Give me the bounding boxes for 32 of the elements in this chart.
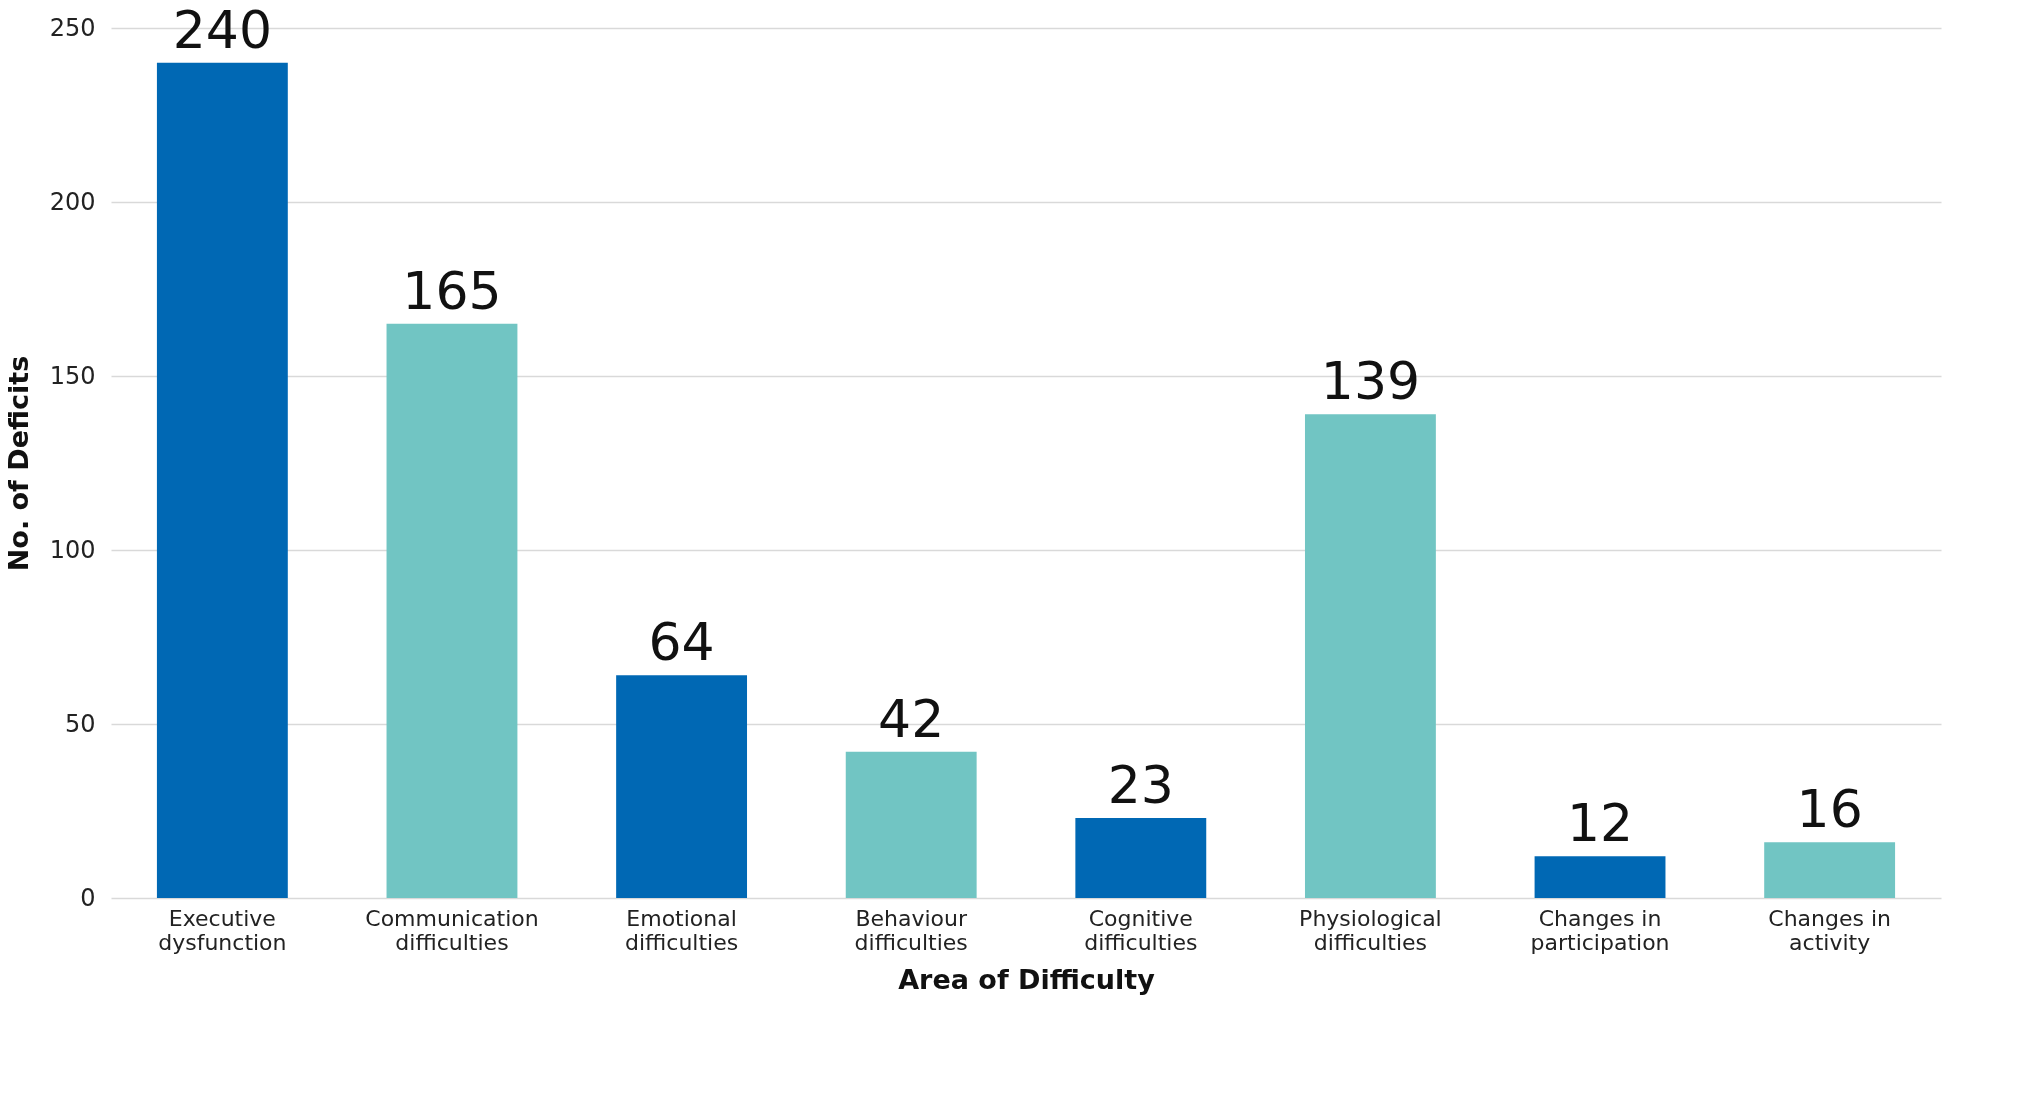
- data-label: 240: [172, 0, 272, 60]
- data-label: 16: [1796, 779, 1863, 840]
- y-tick-label: 0: [80, 883, 96, 912]
- bar: [1534, 856, 1666, 898]
- bar: [616, 675, 748, 898]
- y-tick-label: 150: [49, 361, 96, 390]
- data-label: 64: [648, 612, 715, 673]
- data-label: 139: [1320, 351, 1421, 412]
- x-tick-label: Executive dysfunction: [158, 905, 287, 955]
- y-tick-label: 50: [64, 709, 96, 738]
- bar: [1075, 817, 1207, 898]
- data-label: 165: [402, 260, 502, 321]
- data-label: 12: [1566, 793, 1634, 854]
- x-tick-label: Changes in participation: [1530, 905, 1670, 955]
- bar: [1304, 414, 1436, 898]
- x-tick-label: Behaviour difficulties: [854, 905, 968, 955]
- y-tick-label: 250: [49, 13, 96, 42]
- y-tick-label: 100: [49, 535, 96, 564]
- y-axis-title: No. of Deficits: [2, 355, 34, 572]
- x-tick-label: Communication difficulties: [365, 905, 539, 955]
- x-axis-title: Area of Difficulty: [898, 963, 1156, 995]
- bar: [845, 751, 977, 898]
- y-tick-label: 200: [49, 187, 96, 216]
- x-tick-label: Physiological difficulties: [1299, 905, 1442, 955]
- x-tick-label: Emotional difficulties: [624, 905, 739, 955]
- bar: [1764, 842, 1896, 898]
- bar: [386, 323, 518, 898]
- x-tick-label: Cognitive difficulties: [1084, 905, 1198, 955]
- x-tick-label: Changes in activity: [1768, 905, 1892, 955]
- bar: [156, 62, 288, 898]
- data-label: 42: [878, 688, 945, 749]
- data-label: 23: [1107, 754, 1174, 815]
